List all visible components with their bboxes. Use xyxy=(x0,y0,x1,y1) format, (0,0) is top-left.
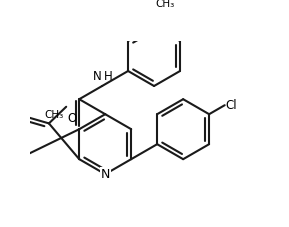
Text: N: N xyxy=(101,168,110,181)
Text: Cl: Cl xyxy=(225,99,237,112)
Text: CH₃: CH₃ xyxy=(155,0,175,9)
Text: H: H xyxy=(103,70,112,83)
Text: CH₃: CH₃ xyxy=(45,110,64,120)
Text: N: N xyxy=(93,70,101,83)
Text: O: O xyxy=(67,112,76,125)
